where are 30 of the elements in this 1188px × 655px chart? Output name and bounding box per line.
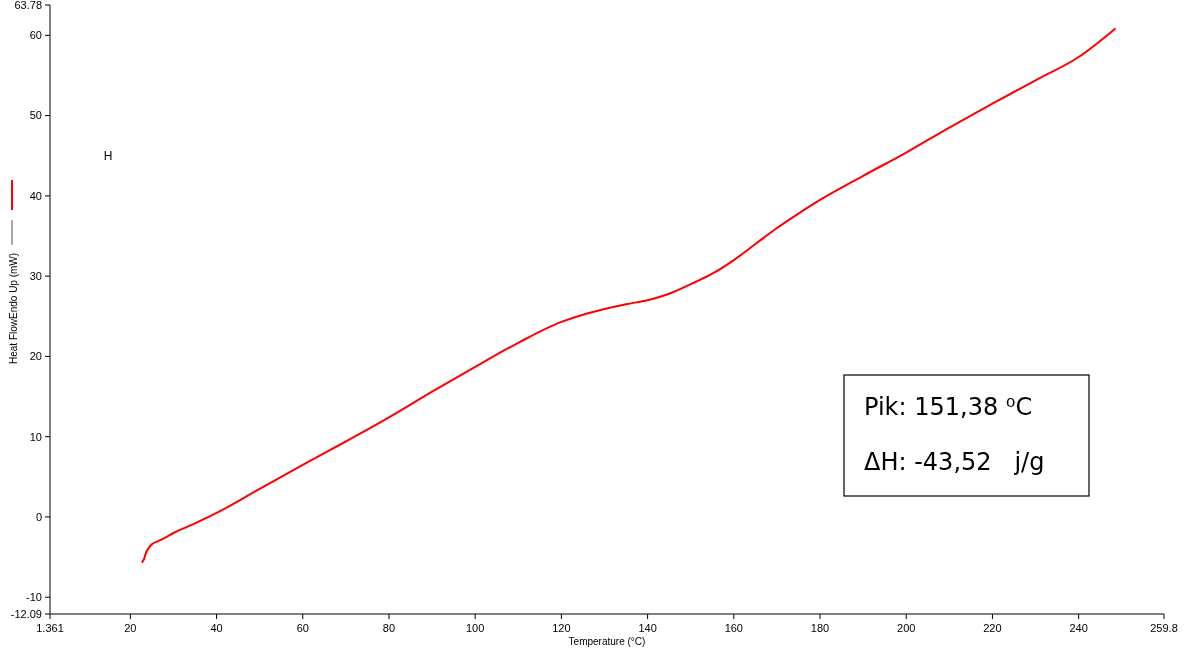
y-tick-label: 50 — [29, 109, 42, 122]
x-tick-label: 160 — [724, 622, 743, 634]
annotation: Pik: 151,38 ⁰C — [864, 393, 1033, 421]
annotation: ΔH: -43,52 j/g — [864, 448, 1045, 476]
y-tick-label: 40 — [29, 189, 42, 202]
x-tick-label: 1.361 — [36, 622, 64, 634]
y-tick-label: 0 — [35, 510, 42, 523]
y-tick-label: -10 — [26, 591, 42, 604]
y-tick-label: 60 — [29, 29, 42, 42]
y-tick-label: 10 — [29, 430, 42, 443]
line-series — [141, 27, 1116, 563]
x-tick-label: 140 — [638, 622, 657, 634]
y-tick-label: 63.78 — [14, 0, 42, 11]
x-tick-label: 240 — [1069, 622, 1088, 634]
x-tick-label: 200 — [897, 622, 916, 634]
x-tick-label: 100 — [466, 622, 485, 634]
y-tick-label: 30 — [29, 270, 42, 282]
x-tick-label: 120 — [552, 622, 571, 634]
x-tick-label: 180 — [810, 622, 830, 634]
x-tick-label: 40 — [210, 622, 223, 634]
y-tick-label: -12.09 — [10, 607, 42, 620]
annotation: H — [103, 149, 113, 163]
x-tick-label: 20 — [124, 622, 137, 634]
x-tick-label: 259.8 — [1150, 622, 1178, 634]
x-tick-label: 80 — [382, 622, 396, 634]
y-axis-title: Heat FlowEndo Up (mW) — [8, 252, 19, 364]
x-axis-title: Temperature (°C) — [568, 636, 646, 647]
x-tick-label: 60 — [296, 622, 309, 634]
y-tick-label: 20 — [29, 350, 42, 363]
x-tick-label: 220 — [983, 622, 1002, 634]
